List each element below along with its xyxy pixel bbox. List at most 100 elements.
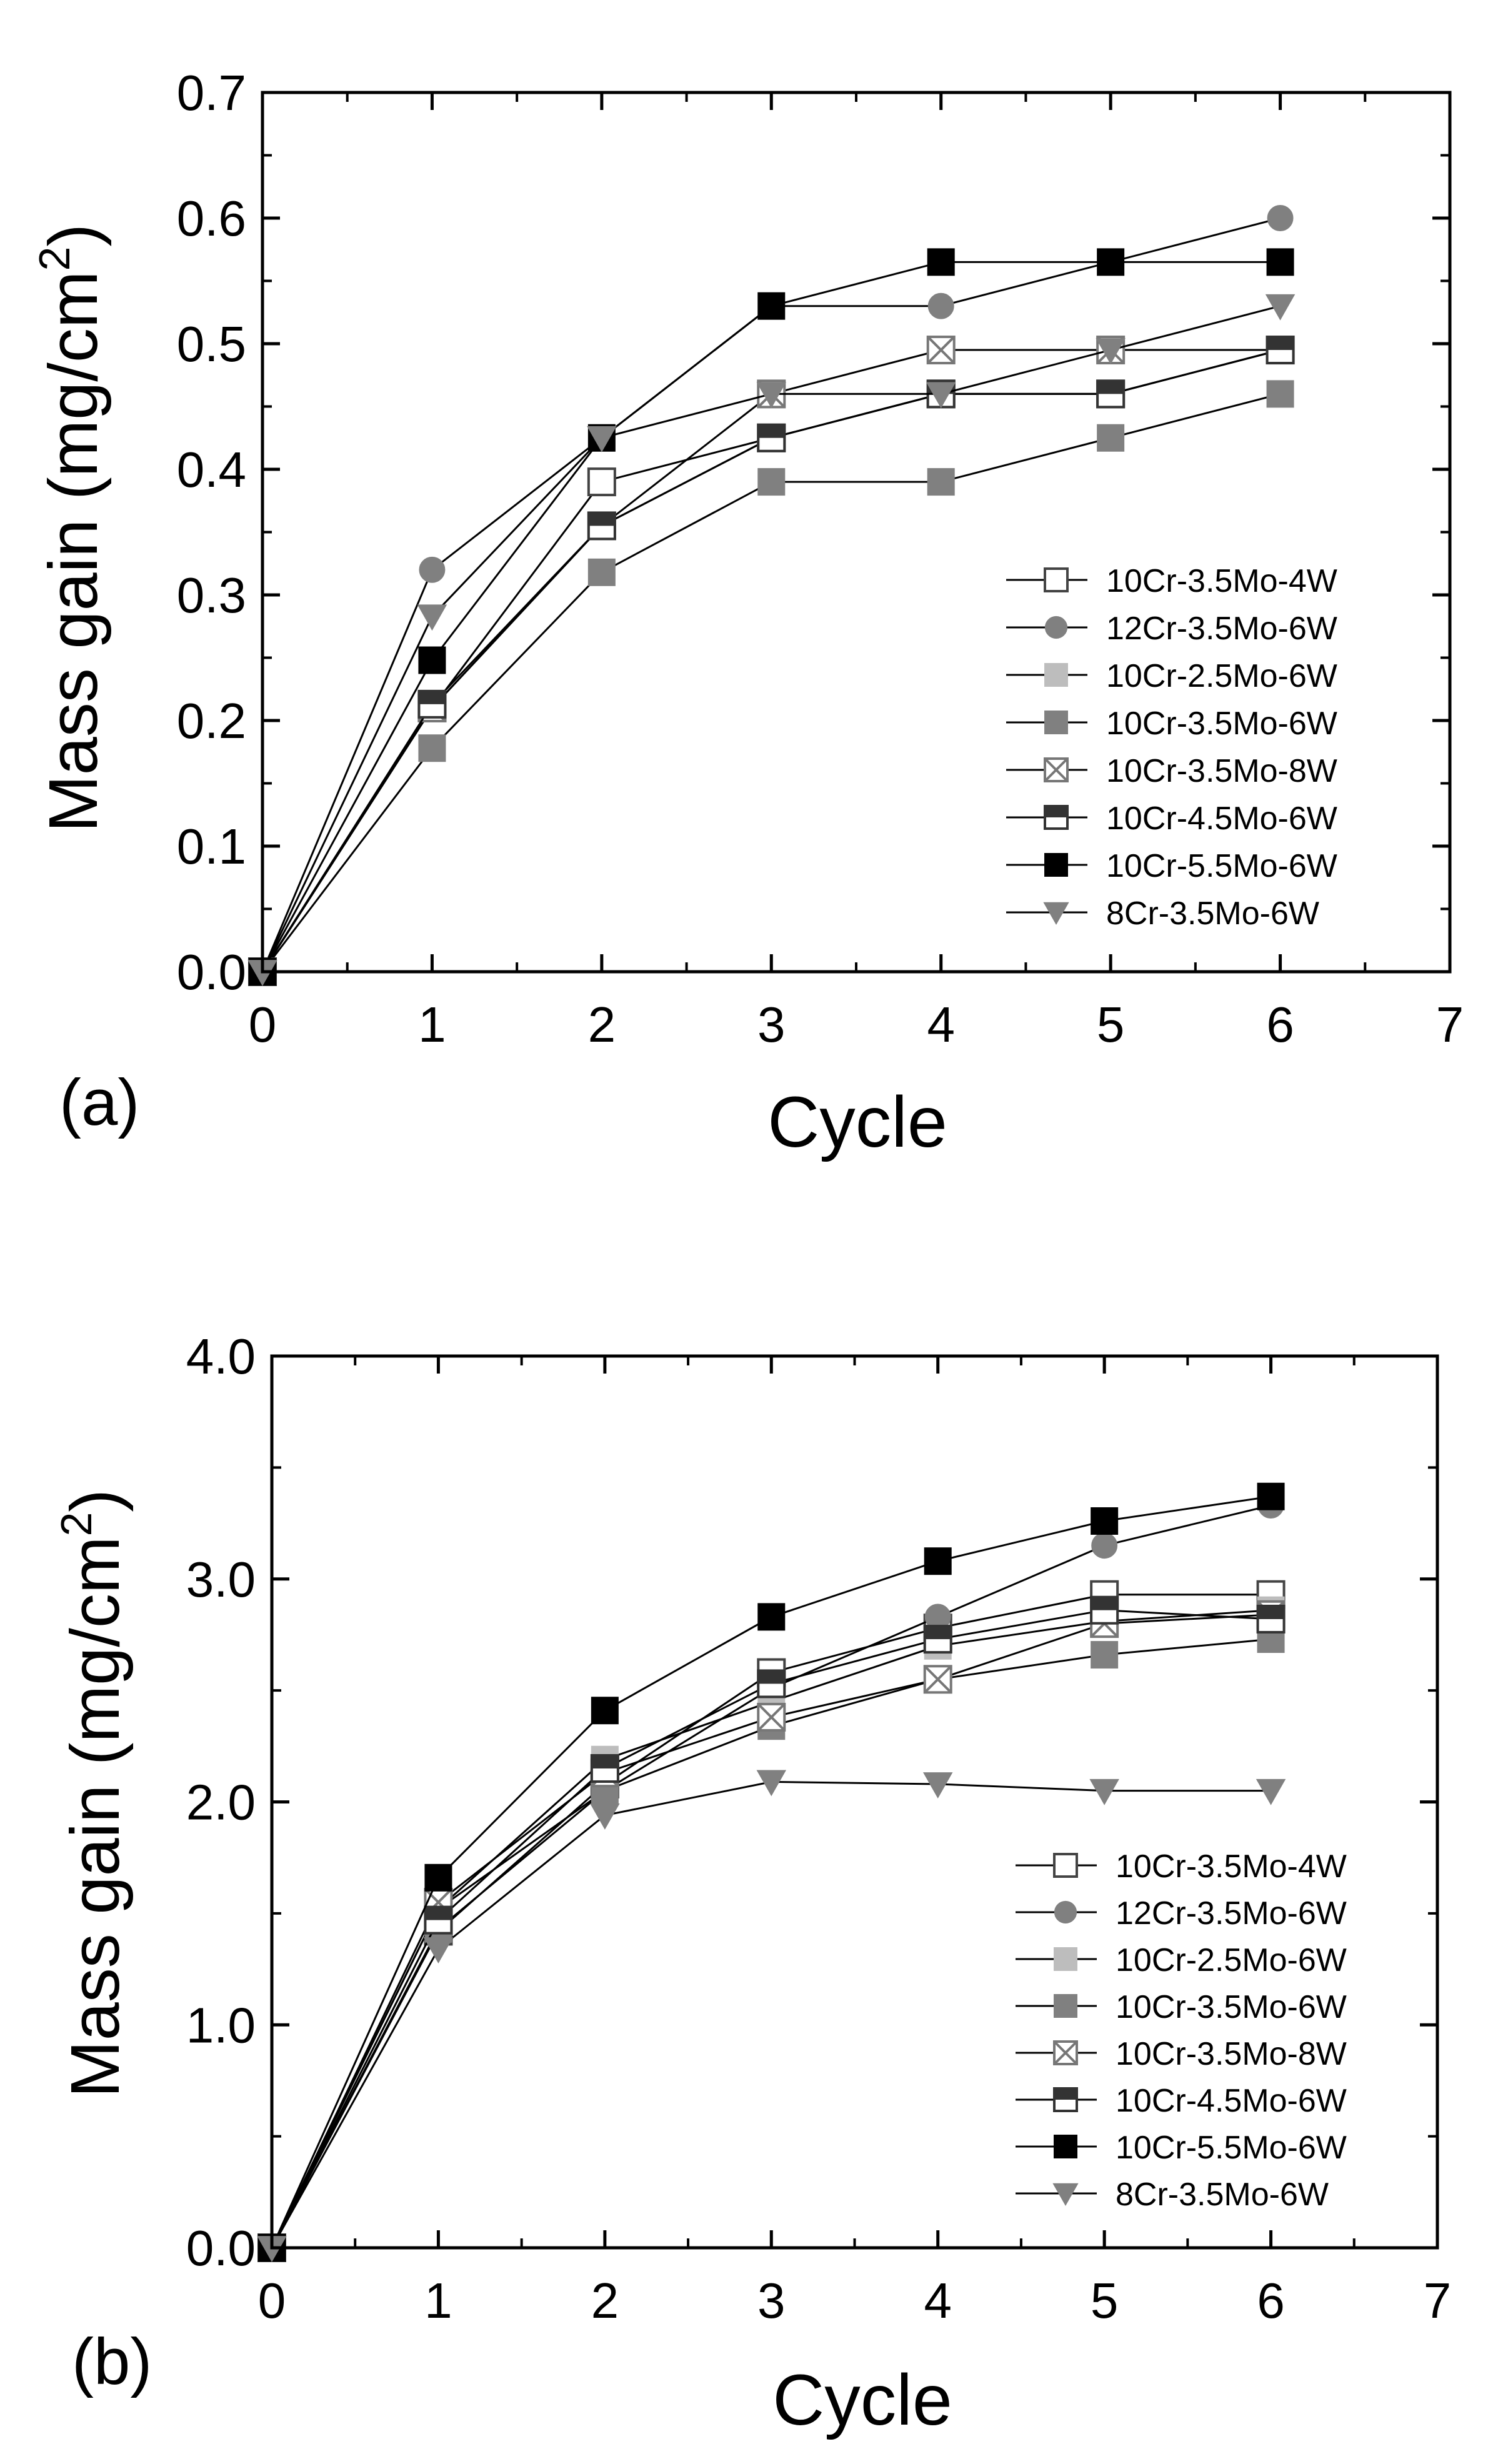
data-point [590, 1803, 620, 1830]
data-point [927, 248, 955, 276]
data-point [927, 468, 955, 496]
x-tick-label: 7 [1424, 2273, 1452, 2328]
legend-marker [1043, 902, 1069, 925]
legend-label: 10Cr-4.5Mo-6W [1116, 2083, 1347, 2119]
data-point-fill [419, 691, 446, 704]
data-point-shape [591, 1697, 619, 1725]
legend-item: 10Cr-5.5Mo-6W [1006, 848, 1337, 884]
data-point [423, 1937, 454, 1963]
data-point-fill [1097, 381, 1124, 394]
legend-item: 10Cr-3.5Mo-6W [1016, 1989, 1347, 2025]
data-point-shape [590, 1803, 620, 1830]
plot-area-frame [261, 91, 1452, 974]
x-tick-label: 0 [258, 2273, 286, 2328]
legend-item: 10Cr-2.5Mo-6W [1006, 658, 1337, 694]
data-point-shape [587, 558, 616, 586]
x-tick-label: 2 [591, 2273, 619, 2328]
legend-marker-shape [1044, 711, 1068, 734]
data-point-fill [1257, 1605, 1284, 1619]
panel-label: (b) [72, 2325, 152, 2398]
data-point [1091, 1532, 1118, 1559]
data-point [926, 336, 956, 365]
legend-label: 8Cr-3.5Mo-6W [1116, 2177, 1329, 2213]
data-point [1091, 1641, 1119, 1669]
legend-label: 10Cr-2.5Mo-6W [1106, 658, 1337, 694]
x-tick-label: 5 [1091, 2273, 1119, 2328]
chart-panel-a: (a) Cycle Mass gain (mg/cm2) 0 1 2 3 4 5 6 7 0.0… [30, 65, 1464, 1162]
legend-marker [1044, 805, 1069, 830]
legend-marker-shape [1044, 567, 1069, 592]
y-tick-label: 0.3 [177, 567, 246, 623]
legend-item: 8Cr-3.5Mo-6W [1016, 2177, 1329, 2213]
legend-label: 10Cr-5.5Mo-6W [1116, 2130, 1347, 2166]
data-point-fill [1267, 337, 1294, 351]
legend-label: 12Cr-3.5Mo-6W [1116, 1895, 1347, 1932]
data-point-shape [757, 468, 786, 496]
data-point-shape [417, 604, 447, 631]
x-tick-label: 3 [757, 2273, 786, 2328]
legend-item: 10Cr-3.5Mo-6W [1006, 706, 1337, 742]
x-tick-label: 0 [249, 997, 277, 1052]
legend-item: 10Cr-2.5Mo-6W [1016, 1942, 1347, 1978]
y-tick-label: 0.2 [177, 693, 246, 749]
data-point [1266, 336, 1295, 365]
data-point [417, 689, 447, 719]
data-point [1090, 1595, 1119, 1625]
data-point-shape [418, 734, 446, 762]
data-point-shape [424, 1863, 452, 1892]
series-10Cr-4.5Mo-6W [257, 1595, 1286, 2262]
data-point-shape [927, 248, 955, 276]
chart-panel-b: (b) Cycle Mass gain (mg/cm2) 0 1 2 3 4 5 6 7 0.0… [52, 1329, 1451, 2440]
legend-marker-fill [1045, 806, 1067, 817]
data-point [1257, 1482, 1285, 1510]
legend-marker-cross-b [1044, 757, 1069, 782]
legend-marker [1044, 567, 1069, 592]
legend-label: 10Cr-2.5Mo-6W [1116, 1942, 1347, 1978]
data-point [1096, 379, 1126, 409]
data-point-shape [922, 1772, 953, 1798]
data-point [424, 1905, 453, 1935]
data-point [587, 511, 616, 541]
legend-marker-shape [1053, 1853, 1078, 1878]
legend-marker-shape [1043, 902, 1069, 925]
x-tick-label: 1 [418, 997, 446, 1052]
legend-marker-shape [1044, 663, 1068, 687]
data-point-shape [756, 1770, 787, 1797]
data-point-fill [591, 1755, 618, 1768]
legend-marker-shape [1044, 853, 1068, 877]
x-tick-label: 4 [924, 2273, 952, 2328]
data-point-shape [419, 556, 446, 583]
legend-marker [1044, 663, 1068, 687]
legend-label: 10Cr-3.5Mo-4W [1106, 563, 1337, 599]
legend-marker [1044, 711, 1068, 734]
data-point [1097, 248, 1125, 276]
y-tick-label: 0.6 [177, 191, 246, 246]
data-point-shape [418, 646, 446, 674]
data-point [587, 426, 617, 452]
data-point [419, 556, 446, 583]
legend-marker [1054, 1994, 1077, 2018]
panel-label: (a) [59, 1066, 139, 1139]
legend-marker [1054, 1947, 1077, 1971]
y-tick-label: 2.0 [186, 1775, 256, 1830]
legend-marker-shape [1044, 616, 1068, 639]
data-point [417, 604, 447, 631]
y-tick-label: 0.0 [186, 2220, 256, 2276]
legend-item: 10Cr-3.5Mo-8W [1016, 2036, 1347, 2072]
legend-marker-shape [1052, 2183, 1079, 2207]
data-point [757, 423, 786, 452]
legend-item: 10Cr-5.5Mo-6W [1016, 2130, 1347, 2166]
data-point [927, 292, 954, 319]
data-point [418, 646, 446, 674]
legend-item: 12Cr-3.5Mo-6W [1006, 611, 1337, 647]
legend-item: 10Cr-3.5Mo-4W [1016, 1848, 1347, 1885]
data-point [1265, 294, 1296, 321]
series-8Cr-3.5Mo-6W [257, 1770, 1286, 2263]
data-point [923, 1665, 952, 1694]
data-point-fill [588, 512, 615, 526]
y-tick-label: 0.7 [177, 65, 246, 121]
tick-layer: 0 1 2 3 4 5 6 7 0.0 0.1 0.2 0.3 0.4 0.5 0.6 0.7 [177, 65, 1464, 1052]
y-tick-label: 0.5 [177, 316, 246, 372]
legend-marker [1044, 616, 1068, 639]
data-point [590, 1753, 619, 1783]
